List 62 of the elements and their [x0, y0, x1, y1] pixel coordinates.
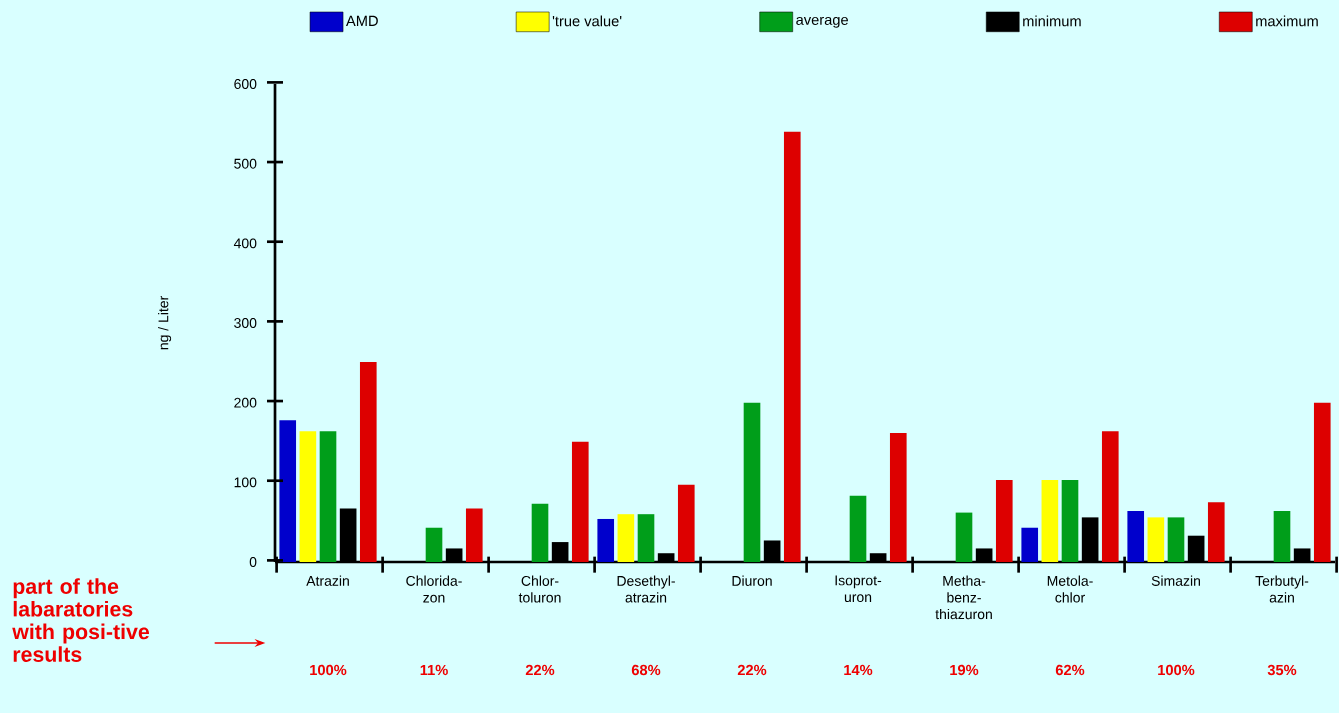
legend-label: average	[796, 16, 848, 28]
text: 35%	[1267, 664, 1297, 676]
text: 19%	[950, 664, 979, 676]
y-tick-label: 600	[234, 79, 257, 89]
bar	[1207, 502, 1225, 562]
bar	[637, 514, 655, 562]
x-tick-label: Chlor-toluron	[518, 575, 561, 603]
legend-label: 'true value'	[552, 15, 622, 27]
text: 62%	[1055, 664, 1085, 676]
text: 22%	[737, 664, 767, 676]
bar	[1021, 527, 1039, 562]
bar	[425, 527, 443, 562]
bar	[1127, 511, 1145, 562]
bar	[1061, 479, 1079, 562]
x-tick-label: Metola-chlor	[1047, 575, 1093, 603]
text: 100%	[1158, 664, 1195, 676]
x-tick-label: Isoprot-uron	[835, 575, 882, 603]
text: 68%	[631, 664, 661, 676]
text: 100%	[310, 664, 347, 676]
x-tick-label: Diuron	[732, 575, 772, 586]
y-tick-label: 200	[234, 397, 257, 408]
bar	[1313, 402, 1331, 562]
text: 14%	[844, 664, 873, 676]
x-tick-label: Atrazin	[306, 575, 349, 586]
bar	[743, 402, 761, 562]
bar	[531, 503, 549, 562]
bar	[677, 484, 695, 562]
text: part of the labaratories with posi-tive results	[12, 578, 150, 662]
x-tick-label: Desethyl-atrazin	[617, 575, 675, 603]
bar	[889, 432, 907, 562]
bar	[319, 431, 337, 562]
text: 11%	[420, 664, 448, 676]
x-tick-label: Simazin	[1151, 575, 1200, 586]
legend-label: maximum	[1256, 15, 1318, 27]
y-tick-label: 300	[234, 318, 257, 328]
bar	[1101, 431, 1119, 562]
x-tick-label: Metha-benz-thiazuron	[935, 575, 992, 620]
bar	[995, 479, 1013, 562]
bar	[279, 420, 297, 562]
y-axis-title: ng / Liter	[158, 296, 172, 350]
legend-label: minimum	[1023, 15, 1081, 27]
bar	[299, 431, 317, 562]
x-tick-label: Chlorida-zon	[406, 575, 462, 603]
bar	[617, 514, 635, 562]
y-tick-label: 100	[234, 477, 257, 488]
y-tick-label: 0	[249, 557, 257, 567]
bar	[783, 131, 801, 562]
bar	[1041, 479, 1059, 562]
bar	[849, 495, 867, 562]
legend-label: AMD	[345, 15, 378, 26]
y-tick-label: 400	[233, 238, 257, 249]
bar	[1167, 517, 1185, 562]
x-tick-label: Terbutyl-azin	[1255, 575, 1309, 603]
bar	[571, 441, 589, 562]
bar	[955, 512, 973, 562]
bar	[1273, 511, 1291, 562]
bar	[359, 362, 377, 562]
text: 22%	[525, 664, 555, 676]
bar	[465, 508, 483, 562]
y-tick-label: 500	[234, 158, 257, 169]
bar	[1147, 517, 1165, 562]
bar	[597, 518, 615, 562]
